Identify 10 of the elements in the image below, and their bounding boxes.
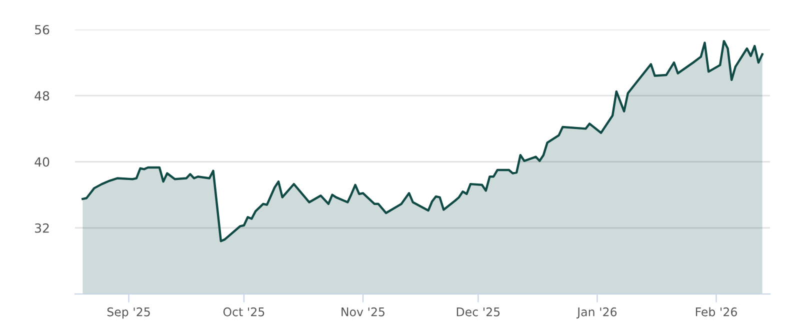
- y-tick-label: 32: [35, 223, 49, 233]
- x-tick-label: Feb '26: [696, 307, 737, 316]
- x-tick-label: Jan '26: [576, 307, 617, 319]
- x-tick-label: Dec '25: [456, 307, 500, 316]
- x-tick-label: Oct '25: [223, 307, 264, 316]
- y-tick-label: 48: [34, 91, 50, 101]
- y-tick-label: 56: [35, 24, 50, 34]
- x-tick-label: Sep '25: [107, 307, 150, 319]
- x-tick-label: Nov '25: [342, 307, 384, 316]
- y-tick-label: 40: [34, 157, 50, 167]
